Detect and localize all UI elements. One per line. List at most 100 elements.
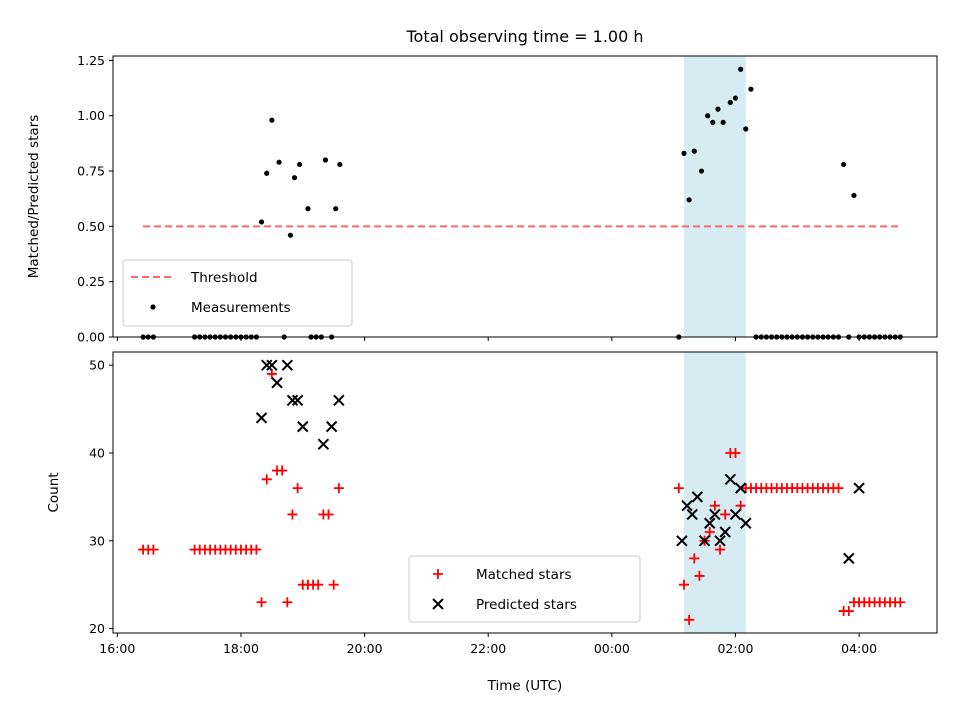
matched-star-point [720, 509, 731, 520]
measurement-point [291, 175, 298, 181]
measurement-point [686, 197, 692, 203]
shaded-region [683, 56, 746, 337]
y-axis-label: Matched/Predicted stars [26, 115, 42, 278]
matched-star-point [333, 483, 344, 494]
axes-frame [112, 351, 938, 634]
matched-star-point [843, 606, 854, 617]
matched-star-point [266, 368, 277, 379]
legend-threshold-label: Threshold [190, 270, 258, 286]
legend-top: Threshold Measurements [122, 259, 353, 327]
predicted-star-point [317, 438, 330, 450]
measurement-point [743, 126, 749, 132]
measurement-point [297, 161, 303, 168]
matched-star-point [730, 447, 741, 458]
y-tick-label: 30 [89, 533, 105, 548]
predicted-star-point [261, 359, 273, 371]
y-tick-label: 0.50 [77, 219, 105, 234]
measurement-point [681, 150, 687, 156]
matched-star-point [323, 509, 334, 520]
x-tick-label: 02:00 [717, 641, 753, 656]
predicted-star-point [691, 491, 704, 503]
measurement-point [738, 66, 744, 72]
measurement-point [337, 161, 343, 168]
y-tick-label: 1.25 [77, 53, 105, 68]
predicted-star-point [729, 508, 742, 521]
measurement-point [710, 119, 716, 125]
predicted-star-point [734, 482, 747, 494]
matched-star-point [251, 544, 262, 555]
predicted-star-point [709, 508, 721, 521]
measurement-point [333, 206, 339, 212]
measurement-point [720, 119, 726, 125]
measurement-point [851, 192, 857, 198]
measurement-point [322, 157, 329, 163]
predicted-star-point [266, 359, 278, 371]
matched-star-point [287, 509, 298, 520]
predicted-star-point [681, 499, 693, 512]
predicted-star-point [255, 412, 268, 424]
measurement-point [276, 159, 282, 165]
axes-frame [112, 55, 938, 338]
y-tick-label: 50 [89, 358, 105, 373]
x-tick-label: 00:00 [594, 641, 630, 656]
x-axis-label: Time (UTC) [487, 678, 563, 694]
bottom-panel: 20 30 40 50 16:00 18:00 20:00 22:00 00:00 02:00 04… [46, 351, 938, 694]
predicted-star-point [281, 359, 294, 371]
matched-star-point [735, 500, 746, 511]
measurement-point [698, 168, 705, 174]
predicted-star-point [325, 420, 338, 433]
series-matched-stars [138, 368, 906, 625]
x-tick-label: 04:00 [841, 641, 877, 656]
y-tick-label: 40 [89, 445, 105, 460]
matched-star-point [833, 483, 844, 494]
matched-star-point [689, 553, 700, 564]
matched-star-point [148, 544, 159, 555]
chart-title: Total observing time = 1.00 h [405, 27, 643, 46]
y-tick-label: 1.00 [77, 108, 105, 123]
predicted-star-point [333, 394, 345, 407]
measurement-point [727, 99, 733, 106]
y-tick-label: 20 [89, 621, 105, 636]
matched-star-point [292, 483, 303, 494]
measurement-point [691, 148, 697, 154]
legend-predicted-label: Predicted stars [476, 597, 577, 613]
matched-star-point [678, 579, 689, 590]
top-panel: 0.00 0.25 0.50 0.75 1.00 1.25 Matched/Predicte… [26, 53, 938, 345]
predicted-star-point [676, 535, 688, 547]
legend-matched-label: Matched stars [476, 567, 572, 583]
measurement-point [732, 95, 739, 101]
measurement-point [715, 106, 721, 112]
predicted-star-point [714, 535, 726, 547]
legend-box [408, 555, 641, 623]
predicted-star-point [271, 377, 283, 389]
measurement-point [705, 113, 711, 119]
legend-matched-swatch [433, 569, 443, 579]
measurement-point [287, 232, 294, 238]
matched-star-point [694, 570, 705, 581]
matched-star-point [715, 544, 726, 555]
y-tick-label: 0.25 [77, 274, 105, 289]
measurement-point [269, 117, 275, 123]
predicted-star-point [724, 473, 737, 486]
matched-star-point [313, 579, 324, 590]
matched-star-point [704, 527, 715, 538]
measurement-point [748, 86, 754, 92]
legend-measurement-swatch [150, 304, 156, 310]
measurement-point [264, 170, 270, 176]
series-predicted-stars [255, 359, 865, 565]
legend-box [122, 259, 353, 327]
matched-star-point [673, 483, 684, 494]
predicted-star-point [704, 517, 716, 529]
matched-star-point [328, 579, 339, 590]
measurement-point [841, 161, 847, 168]
predicted-star-point [740, 517, 752, 529]
x-tick-label: 16:00 [99, 641, 135, 656]
y-axis-label: Count [46, 472, 62, 512]
legend-measurement-label: Measurements [191, 300, 291, 316]
predicted-star-point [853, 482, 865, 494]
y-tick-label: 0.00 [77, 330, 105, 345]
matched-star-point [895, 597, 906, 608]
matched-star-point [282, 597, 293, 608]
predicted-star-point [686, 508, 698, 521]
predicted-star-point [291, 394, 304, 407]
